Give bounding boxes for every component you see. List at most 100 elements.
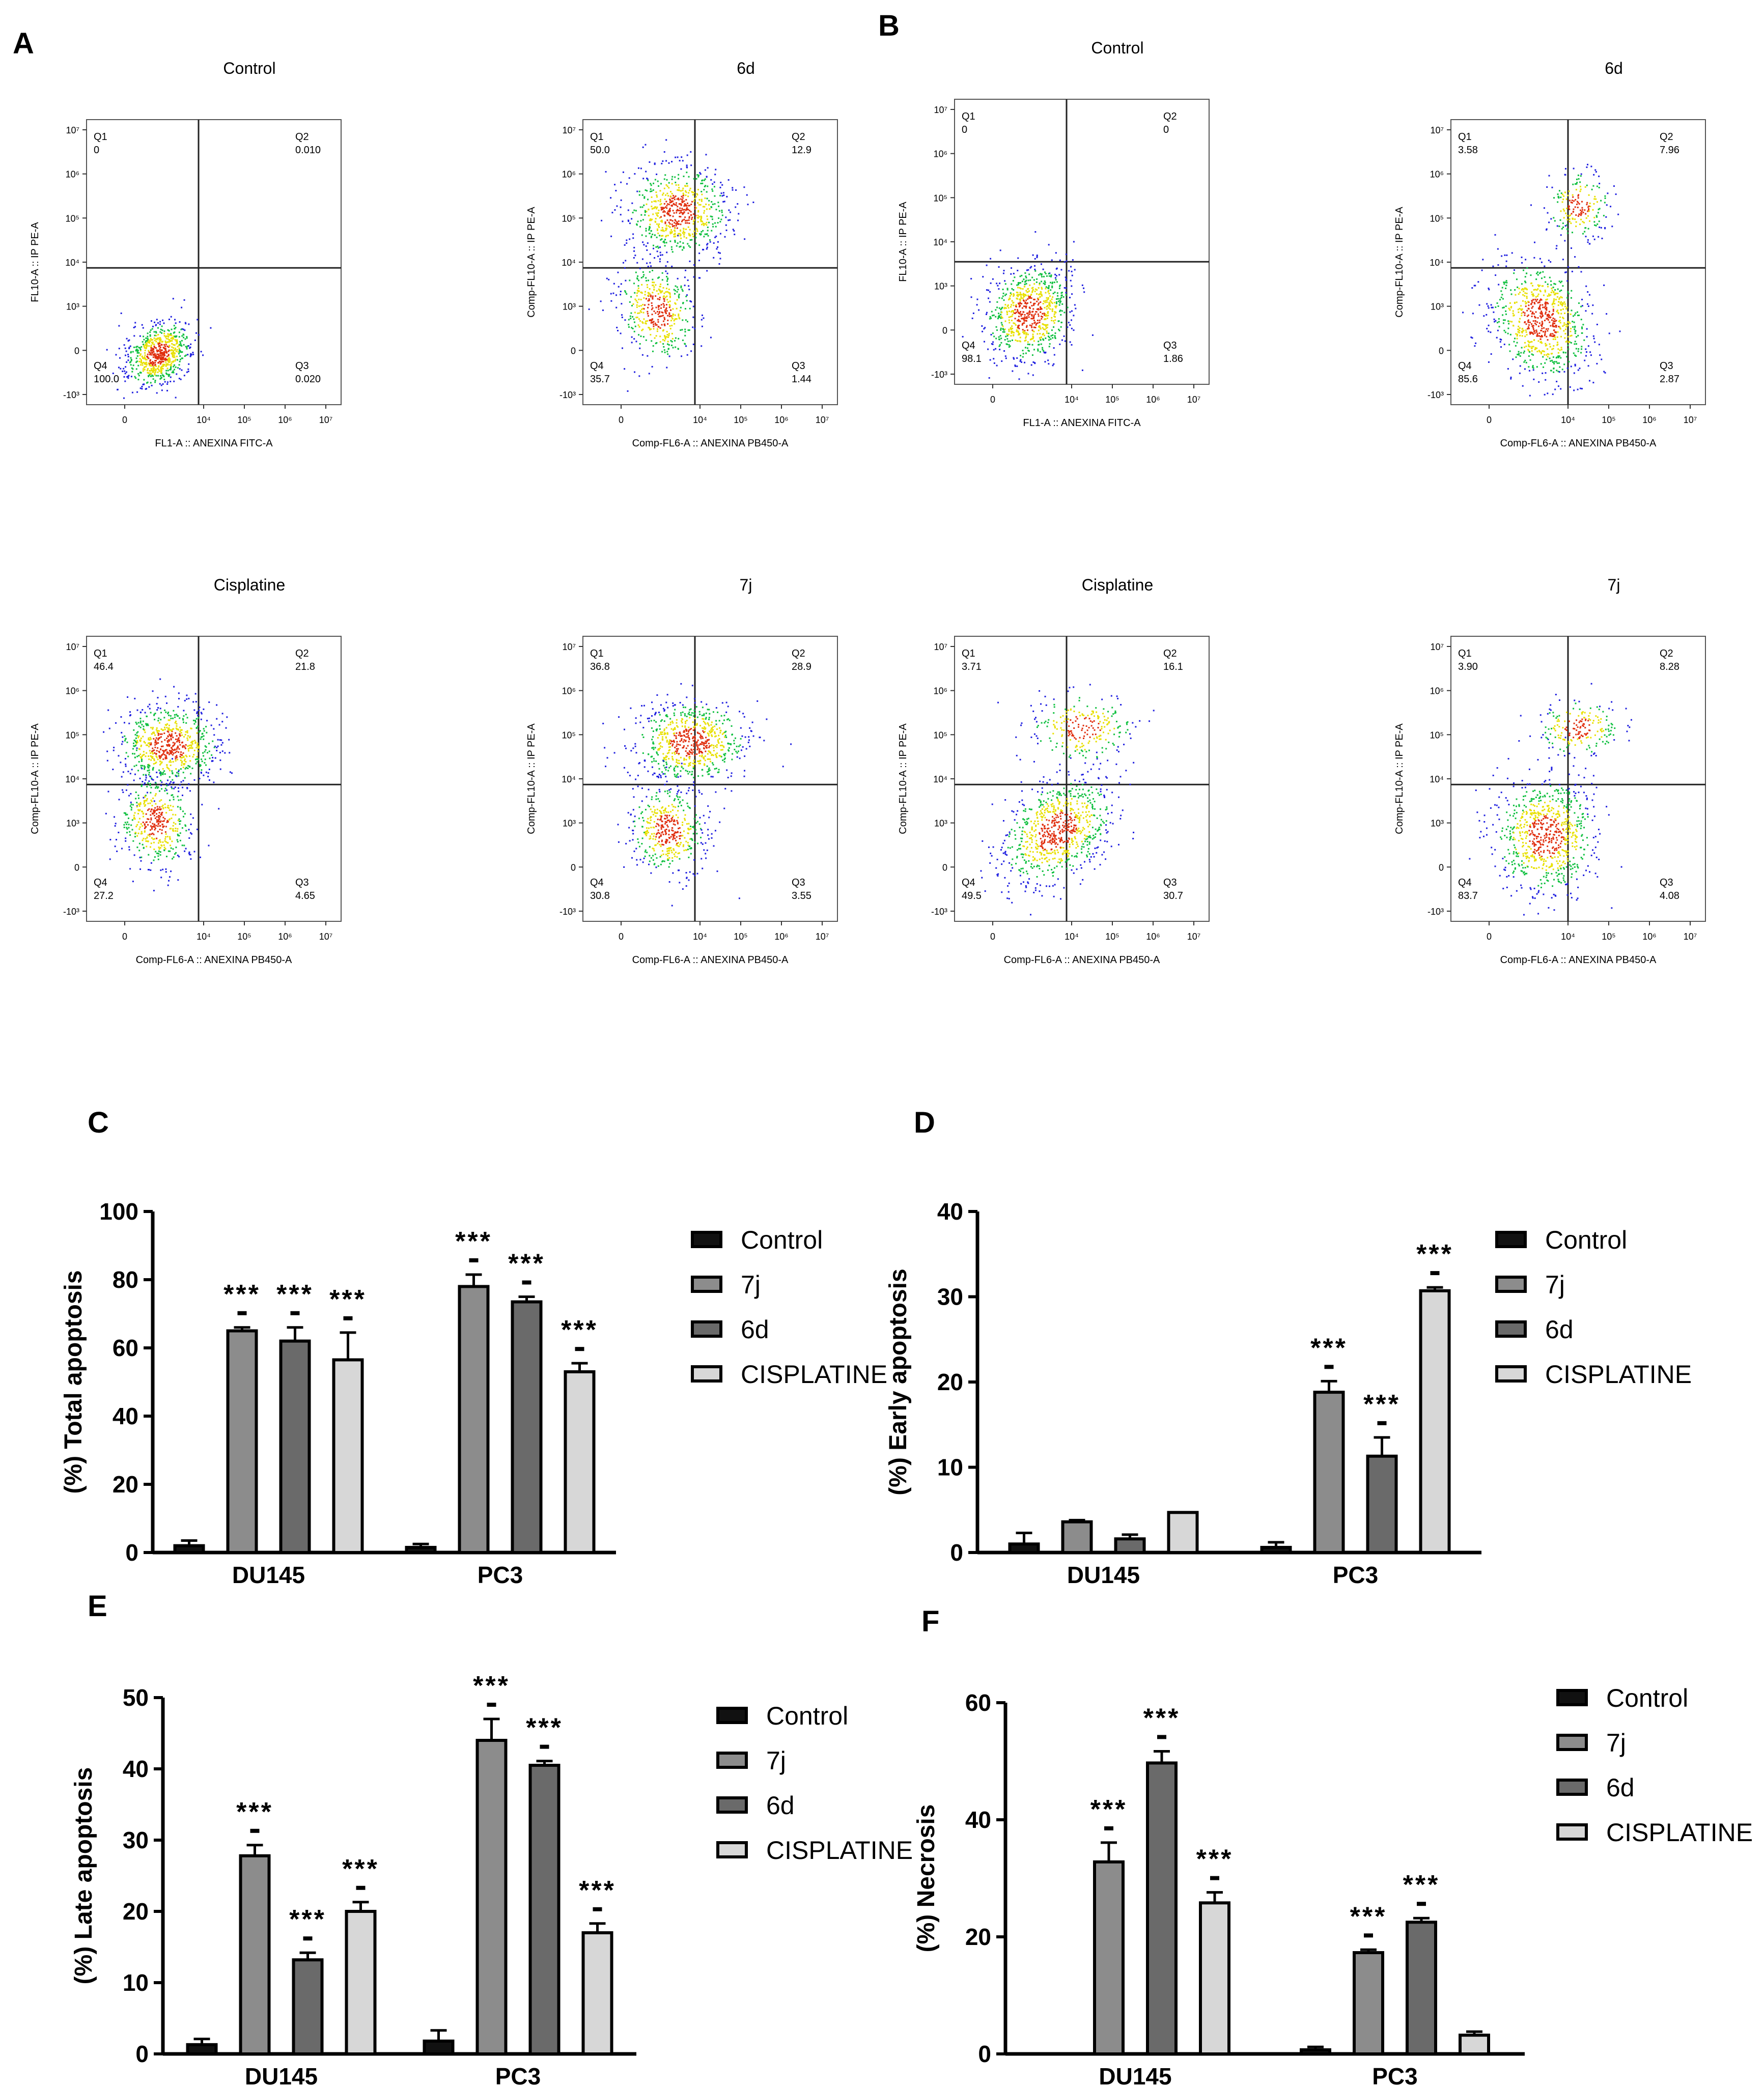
scatter-dot [1041, 276, 1043, 278]
scatter-dot [1523, 288, 1525, 290]
scatter-dot [641, 234, 643, 236]
scatter-dot [1559, 219, 1561, 221]
scatter-dot [154, 361, 156, 363]
scatter-dot [1472, 313, 1474, 315]
scatter-dot [126, 827, 128, 829]
scatter-dot [1006, 305, 1009, 307]
x-tick-label: 10⁶ [774, 415, 788, 425]
scatter-dot [1587, 239, 1589, 241]
scatter-dot [1557, 195, 1559, 198]
scatter-dot [179, 321, 181, 323]
scatter-dot [1531, 341, 1533, 343]
scatter-dot [146, 845, 148, 848]
scatter-dot [634, 312, 636, 314]
scatter-dot [1505, 313, 1507, 315]
scatter-dot [153, 366, 155, 368]
scatter-dot [682, 209, 684, 211]
scatter-dot [666, 331, 668, 333]
scatter-dot [184, 329, 186, 331]
scatter-dot [1563, 363, 1565, 365]
y-tick-label: 10⁷ [1430, 125, 1444, 135]
scatter-dot [147, 764, 149, 766]
scatter-dot [645, 228, 647, 230]
scatter-dot [164, 840, 166, 842]
scatter-dot [149, 765, 151, 767]
scatter-dot [668, 292, 670, 294]
scatter-dot [1015, 312, 1017, 314]
scatter-dot [154, 363, 156, 365]
scatter-dot [157, 831, 159, 833]
scatter-dot [1545, 281, 1547, 283]
scatter-dot [610, 235, 612, 237]
scatter-dot [1530, 204, 1532, 206]
scatter-dot [647, 311, 649, 313]
scatter-dot [669, 300, 671, 302]
quadrant-value: 2.87 [1660, 374, 1679, 385]
scatter-dot [1039, 321, 1041, 323]
scatter-dot [1029, 313, 1031, 315]
scatter-dot [674, 318, 676, 320]
scatter-dot [173, 787, 175, 789]
scatter-dot [157, 337, 159, 340]
scatter-dot [157, 742, 159, 744]
scatter-dot [149, 340, 151, 342]
quadrant-name: Q1 [94, 648, 107, 659]
scatter-dot [166, 836, 169, 838]
scatter-dot [700, 215, 702, 217]
scatter-dot [142, 839, 144, 841]
scatter-dot [685, 209, 687, 211]
scatter-dot [1561, 193, 1563, 195]
scatter-dot [703, 317, 705, 319]
scatter-dot [150, 368, 152, 370]
scatter-dot [153, 859, 155, 861]
x-axis-label: FL1-A :: ANEXINA FITC-A [1023, 417, 1141, 429]
scatter-dot [1026, 325, 1028, 327]
scatter-dot [150, 376, 152, 378]
scatter-dot [1038, 297, 1040, 299]
scatter-dot [687, 279, 689, 281]
scatter-dot [139, 335, 141, 337]
scatter-dot [714, 222, 716, 224]
scatter-dot [1541, 321, 1543, 323]
scatter-dot [1593, 198, 1595, 200]
scatter-dot [175, 366, 177, 368]
scatter-dot [668, 306, 670, 308]
scatter-dot [205, 746, 207, 748]
scatter-dot [155, 356, 157, 358]
scatter-dot [648, 299, 650, 301]
scatter-dot [135, 826, 137, 828]
scatter-dot [976, 298, 978, 300]
scatter-dot [159, 358, 161, 360]
scatter-dot [207, 752, 209, 754]
scatter-dot [649, 262, 651, 264]
scatter-dot [149, 352, 151, 354]
scatter-dot [635, 341, 637, 343]
scatter-dot [625, 279, 627, 281]
scatter-dot [664, 239, 666, 241]
scatter-dot [1588, 243, 1590, 245]
flow-plot-title: 6d [737, 59, 755, 77]
scatter-dot [175, 814, 177, 816]
scatter-dot [1592, 335, 1594, 337]
scatter-dot [145, 337, 147, 339]
scatter-dot [177, 758, 179, 760]
scatter-dot [147, 353, 149, 355]
scatter-dot [640, 214, 642, 216]
scatter-dot [1043, 283, 1045, 285]
scatter-dot [1619, 330, 1621, 332]
scatter-dot [179, 744, 181, 746]
scatter-dot [1526, 334, 1528, 336]
scatter-dot [633, 283, 635, 285]
scatter-dot [1033, 304, 1035, 306]
scatter-dot [143, 357, 145, 359]
scatter-dot [183, 375, 185, 377]
scatter-dot [611, 212, 613, 214]
scatter-dot [1014, 322, 1016, 324]
scatter-dot [641, 308, 643, 311]
scatter-dot [1572, 321, 1574, 323]
scatter-dot [126, 823, 128, 825]
scatter-dot [654, 257, 656, 259]
x-tick-label: 10⁶ [278, 932, 292, 942]
scatter-dot [1521, 308, 1523, 310]
scatter-dot [165, 789, 167, 791]
